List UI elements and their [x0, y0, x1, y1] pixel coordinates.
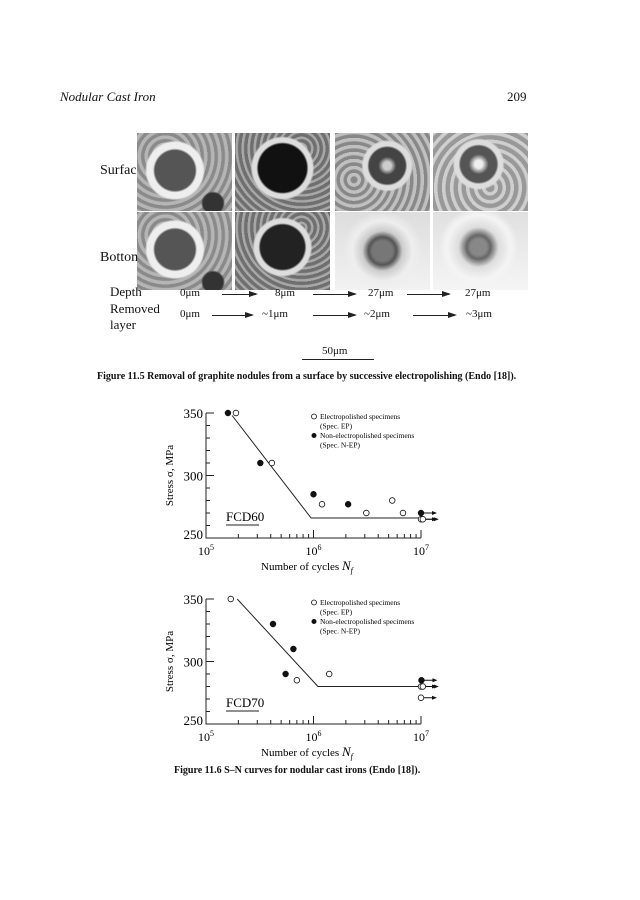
runout-point-ep: [419, 683, 427, 690]
x-tick-label: 107: [413, 729, 429, 744]
arrow-icon: [313, 291, 357, 297]
micrograph-surface-1: [137, 133, 232, 211]
removed-label-line2: layer: [110, 317, 136, 332]
removed-label-line1: Removed: [110, 301, 160, 316]
runout-point-n-ep: [417, 509, 425, 517]
legend-entry: (Spec. EP): [320, 608, 353, 617]
legend-entry: Non-electropolished specimens: [320, 617, 414, 626]
runout-arrow-icon: [432, 678, 438, 683]
arrow-icon: [222, 291, 258, 297]
micrograph-surface-4: [433, 133, 528, 211]
data-point-n-ep: [257, 459, 264, 467]
arrow-icon: [407, 291, 451, 297]
x-axis-label: Number of cycles Nf: [261, 558, 355, 575]
data-point-ep: [318, 501, 326, 508]
legend-entry: Non-electropolished specimens: [320, 431, 414, 440]
page-number: 209: [507, 89, 527, 104]
data-point-ep: [293, 677, 301, 684]
data-point-ep: [326, 670, 333, 678]
data-point-ep: [268, 459, 276, 467]
runout-point-ep: [417, 694, 425, 701]
depth-label: Depth: [110, 284, 142, 299]
material-label: FCD70: [226, 695, 264, 710]
y-tick-label: 350: [184, 592, 204, 607]
x-tick-label: 107: [413, 543, 429, 558]
legend-entry: (Spec. N-EP): [320, 441, 360, 450]
data-point-ep: [227, 595, 234, 603]
sn-curve: [236, 598, 421, 687]
legend-entry: Electropolished specimens: [320, 412, 400, 421]
legend-marker-n-ep: [311, 619, 317, 624]
data-point-n-ep: [344, 501, 352, 508]
removed-layer-label: Removed layer: [110, 301, 160, 333]
chart-FCD70: 250 300 350 105 106 107 Number of cycles Nf Str…: [164, 592, 439, 761]
arrow-icon: [313, 312, 357, 318]
data-point-n-ep: [224, 409, 232, 417]
legend-entry: (Spec. EP): [320, 422, 353, 431]
legend-entry: (Spec. N-EP): [320, 627, 360, 636]
micrograph-bottom-1: [137, 212, 232, 290]
y-tick-label: 350: [184, 406, 204, 421]
micrograph-surface-3: [335, 133, 430, 211]
legend-marker-ep: [311, 413, 317, 420]
runout-arrow-icon: [432, 511, 437, 515]
data-point-n-ep: [269, 620, 277, 628]
depth-value: 0μm: [180, 287, 200, 299]
data-point-n-ep: [290, 645, 297, 653]
data-point-ep: [399, 509, 407, 517]
micrograph-bottom-2: [235, 212, 330, 290]
runout-point-ep: [419, 516, 427, 523]
legend-marker-ep: [311, 599, 317, 606]
arrow-icon: [413, 312, 457, 318]
y-tick-label: 250: [184, 713, 204, 728]
runout-arrow-icon: [433, 517, 439, 522]
depth-value: 27μm: [368, 287, 394, 299]
x-tick-label: 106: [306, 543, 322, 558]
material-label: FCD60: [226, 509, 264, 524]
removed-value: ~2μm: [364, 308, 390, 320]
chart-FCD60: 250 300 350 105 106 107 Number of cycles Nf Str…: [164, 406, 439, 575]
row-label-bottom: Bottom: [100, 250, 143, 265]
figure-11-6-caption: Figure 11.6 S–N curves for nodular cast …: [174, 765, 421, 776]
data-point-ep: [363, 509, 370, 517]
removed-value: ~3μm: [466, 308, 492, 320]
data-point-ep: [389, 497, 396, 504]
runout-arrow-icon: [433, 684, 439, 689]
micrograph-bottom-4: [433, 212, 528, 290]
runout-arrow-icon: [432, 695, 437, 700]
y-tick-label: 300: [184, 469, 204, 484]
data-point-n-ep: [282, 670, 289, 678]
y-tick-label: 250: [184, 527, 204, 542]
depth-value: 8μm: [275, 287, 295, 299]
removed-value: 0μm: [180, 308, 200, 320]
x-tick-label: 106: [306, 729, 322, 744]
data-point-n-ep: [310, 491, 317, 498]
data-point-ep: [232, 409, 240, 417]
micrograph-bottom-3: [335, 212, 430, 290]
micrograph-surface-2: [235, 133, 330, 211]
row-label-surface: Surface: [100, 163, 143, 178]
sn-curve: [231, 415, 421, 519]
removed-value: ~1μm: [262, 308, 288, 320]
arrow-icon: [212, 312, 254, 318]
x-tick-label: 105: [198, 543, 214, 558]
y-tick-label: 300: [184, 655, 204, 670]
depth-value: 27μm: [465, 287, 491, 299]
running-title: Nodular Cast Iron: [60, 89, 156, 104]
y-axis-label: Stress σ, MPa: [164, 445, 176, 506]
legend-marker-n-ep: [311, 433, 317, 438]
x-tick-label: 105: [198, 729, 214, 744]
x-axis-label: Number of cycles Nf: [261, 744, 355, 761]
y-axis-label: Stress σ, MPa: [164, 631, 176, 692]
legend-entry: Electropolished specimens: [320, 598, 400, 607]
figure-11-5-caption: Figure 11.5 Removal of graphite nodules …: [97, 371, 517, 382]
scale-bar-label: 50μm: [322, 345, 348, 357]
runout-point-n-ep: [418, 677, 425, 684]
scale-bar: [302, 359, 374, 360]
